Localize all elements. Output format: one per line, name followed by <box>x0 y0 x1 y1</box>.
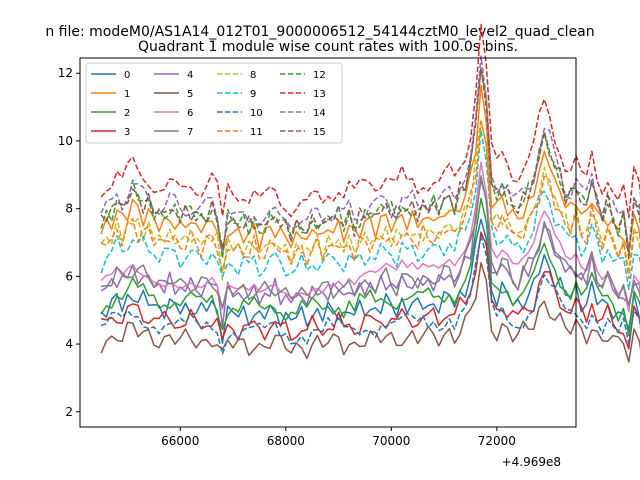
x-tick-label: 70000 <box>372 434 410 448</box>
legend-label: 7 <box>187 127 193 138</box>
y-tick-label: 12 <box>58 66 73 80</box>
y-axis-ticks: 2 4 6 8 10 12 <box>58 66 80 419</box>
x-tick-label: 68000 <box>267 434 305 448</box>
legend-label: 15 <box>313 127 326 138</box>
axes-frame <box>79 57 577 428</box>
series-line-14 <box>100 55 640 254</box>
x-tick-label: 66000 <box>161 434 199 448</box>
y-tick-label: 2 <box>65 405 73 419</box>
series-line-7 <box>101 175 640 309</box>
legend-box <box>85 62 343 144</box>
series-line-3 <box>100 231 640 350</box>
series-line-5 <box>100 261 640 363</box>
series-line-1 <box>100 84 640 254</box>
y-tick-label: 10 <box>58 134 73 148</box>
x-tick-label: 72000 <box>478 434 516 448</box>
legend-label: 13 <box>313 89 326 100</box>
series-line-0 <box>100 218 640 344</box>
y-tick-label: 6 <box>65 269 73 283</box>
legend-label: 10 <box>250 108 263 119</box>
y-tick-label: 4 <box>65 337 73 351</box>
legend-label: 3 <box>124 127 130 138</box>
series-line-12 <box>100 68 640 260</box>
legend-label: 5 <box>187 89 193 100</box>
legend-label: 9 <box>250 89 256 100</box>
legend-label: 11 <box>250 127 263 138</box>
chart-title: Quadrant 1 module wise count rates with … <box>138 39 518 55</box>
x-offset-label: +4.969e8 <box>502 455 561 469</box>
legend-label: 12 <box>313 70 326 81</box>
legend-label: 1 <box>124 89 130 100</box>
chart-suptitle: n file: modeM0/AS1A14_012T01_9000006512_… <box>45 24 594 40</box>
legend-label: 14 <box>313 108 326 119</box>
series-group <box>100 23 640 363</box>
series-line-6 <box>100 161 640 313</box>
legend-label: 0 <box>124 70 130 81</box>
series-line-9 <box>100 129 640 291</box>
legend-label: 6 <box>187 108 193 119</box>
series-line-11 <box>100 120 640 280</box>
legend-label: 2 <box>124 108 130 119</box>
x-axis-ticks: 66000 68000 70000 72000 <box>161 427 516 448</box>
series-line-2 <box>100 197 640 337</box>
legend-label: 4 <box>187 70 193 81</box>
y-tick-label: 8 <box>65 202 73 216</box>
series-line-13 <box>100 23 640 219</box>
legend-label: 8 <box>250 70 256 81</box>
series-line-10 <box>100 235 640 355</box>
